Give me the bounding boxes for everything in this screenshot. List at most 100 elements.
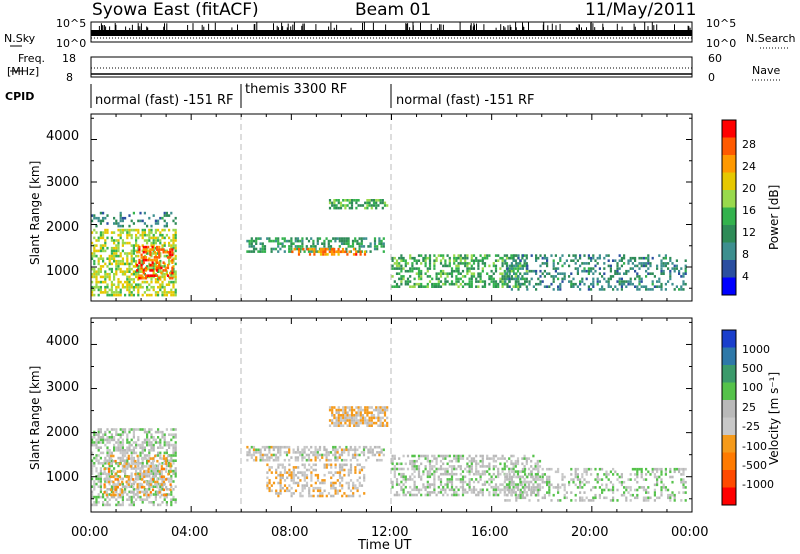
data-cell — [165, 211, 168, 215]
data-cell — [634, 488, 637, 492]
data-cell — [316, 451, 319, 454]
data-cell — [294, 489, 298, 493]
data-cell — [130, 254, 133, 258]
data-cell — [660, 288, 663, 291]
data-cell — [382, 245, 385, 248]
data-cell — [486, 254, 489, 257]
data-cell — [274, 237, 278, 240]
data-cell — [640, 470, 643, 474]
data-cell — [391, 256, 394, 260]
data-cell — [174, 467, 177, 470]
data-cell — [303, 473, 306, 477]
data-cell — [152, 262, 155, 266]
data-cell — [132, 430, 135, 434]
data-cell — [627, 269, 630, 273]
data-cell — [356, 242, 359, 245]
data-cell — [402, 454, 405, 458]
data-cell — [135, 285, 138, 289]
data-cell — [158, 276, 161, 280]
data-cell — [174, 231, 177, 234]
data-cell — [146, 267, 149, 271]
data-cell — [110, 472, 113, 475]
data-cell — [464, 480, 467, 484]
data-cell — [135, 236, 138, 240]
data-cell — [653, 285, 656, 288]
data-cell — [526, 264, 529, 268]
data-cell — [283, 479, 287, 482]
data-cell — [272, 448, 275, 452]
data-cell — [327, 239, 330, 243]
data-cell — [349, 489, 353, 493]
data-cell — [163, 293, 166, 297]
data-cell — [157, 503, 160, 507]
data-cell — [117, 244, 120, 247]
data-cell — [91, 436, 94, 439]
data-cell — [506, 269, 509, 273]
data-cell — [505, 465, 509, 468]
data-cell — [455, 275, 458, 278]
data-cell — [525, 457, 528, 460]
data-cell — [492, 472, 495, 476]
data-cell — [341, 479, 344, 482]
data-cell — [461, 269, 465, 273]
data-cell — [337, 424, 340, 427]
data-cell — [151, 269, 154, 272]
data-cell — [115, 433, 118, 436]
data-cell — [157, 219, 160, 223]
data-cell — [466, 470, 469, 473]
data-cell — [490, 277, 493, 281]
data-cell — [391, 467, 394, 471]
data-cell — [568, 480, 571, 484]
data-cell — [104, 231, 107, 234]
data-cell — [400, 269, 403, 273]
data-cell — [163, 443, 166, 447]
data-cell — [139, 451, 142, 455]
data-cell — [348, 421, 351, 425]
data-cell — [508, 480, 511, 484]
data-cell — [106, 222, 109, 225]
data-cell — [121, 224, 124, 228]
data-cell — [583, 478, 586, 481]
data-cell — [634, 264, 637, 268]
data-cell — [349, 466, 353, 469]
data-cell — [409, 491, 412, 494]
data-cell — [150, 293, 153, 297]
data-cell — [135, 241, 138, 245]
data-cell — [579, 256, 582, 260]
data-cell — [117, 267, 120, 271]
data-cell — [530, 277, 533, 281]
data-cell — [363, 479, 366, 482]
data-cell — [506, 486, 509, 489]
data-cell — [148, 233, 151, 237]
data-cell — [651, 288, 654, 291]
data-cell — [535, 259, 538, 262]
data-cell — [95, 469, 98, 473]
data-cell — [370, 406, 373, 409]
data-cell — [535, 269, 538, 273]
data-cell — [559, 499, 562, 502]
data-cell — [552, 259, 555, 262]
data-cell — [450, 269, 454, 273]
data-cell — [459, 478, 462, 481]
data-cell — [360, 250, 363, 253]
data-cell — [653, 467, 656, 471]
data-cell — [115, 252, 118, 255]
data-cell — [158, 462, 161, 466]
data-cell — [488, 254, 491, 257]
data-cell — [505, 264, 509, 268]
data-cell — [433, 483, 436, 486]
data-cell — [292, 476, 295, 480]
data-cell — [154, 470, 157, 473]
data-cell — [149, 253, 152, 257]
data-cell — [361, 419, 365, 422]
data-cell — [598, 478, 601, 481]
data-cell — [126, 446, 129, 449]
data-cell — [104, 498, 107, 501]
data-cell — [335, 424, 338, 427]
data-cell — [506, 493, 509, 497]
data-cell — [141, 293, 144, 297]
data-cell — [152, 236, 155, 240]
data-cell — [95, 459, 98, 462]
data-cell — [383, 408, 387, 412]
data-cell — [422, 259, 425, 262]
